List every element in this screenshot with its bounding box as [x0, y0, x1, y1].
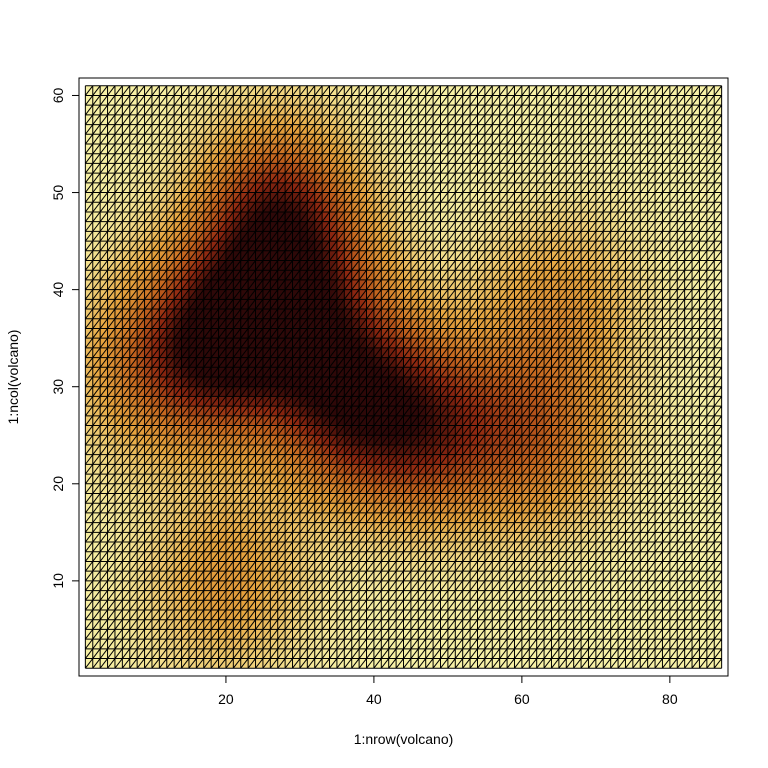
plot-area — [84, 85, 723, 669]
